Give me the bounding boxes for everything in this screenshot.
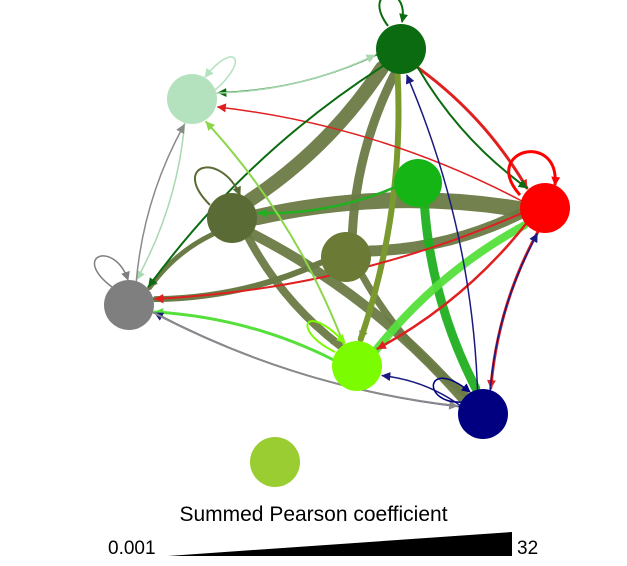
edge-olive-to-dark_green: [347, 70, 399, 238]
node-olive_dark: [207, 193, 257, 243]
edge-lime-to-red: [372, 221, 529, 354]
legend-weight-wedge: [168, 532, 512, 556]
node-layer: [104, 24, 570, 487]
edge-mid_green-to-navy: [420, 201, 481, 393]
edge-dark_green-to-gray: [147, 65, 384, 288]
edge-gray-to-navy: [151, 311, 459, 410]
edge-dark_green-to-lime: [357, 70, 402, 343]
self-loop-pale_green: [204, 56, 236, 91]
edge-mid_green-to-olive_dark: [257, 186, 396, 218]
edge-gray-to-pale_green: [135, 124, 185, 282]
edge-lime-to-gray: [153, 307, 335, 362]
node-pale_green: [167, 74, 217, 124]
edge-layer: [135, 54, 540, 410]
legend-max-label: 32: [517, 538, 539, 559]
edge-olive_dark-to-dark_green: [242, 61, 389, 208]
node-dark_green: [376, 24, 426, 74]
self-loop-red: [507, 150, 561, 196]
legend-min-label: 0.001: [108, 538, 156, 559]
edge-olive_dark-to-red: [248, 192, 527, 226]
edge-pale_green-to-gray: [136, 122, 186, 280]
self-loop-olive_dark: [194, 166, 241, 206]
edge-olive_dark-to-gray: [147, 231, 216, 291]
legend-title: Summed Pearson coefficient: [179, 503, 448, 526]
node-navy: [458, 389, 508, 439]
node-yellow_green: [250, 437, 300, 487]
self-loop-layer: [93, 0, 561, 403]
edge-red-to-pale_green: [216, 103, 522, 202]
edge-olive-to-gray: [152, 259, 325, 304]
node-lime: [332, 341, 382, 391]
node-gray: [104, 280, 154, 330]
edge-navy-to-dark_green: [405, 74, 479, 391]
node-olive: [321, 232, 371, 282]
self-loop-gray: [93, 255, 130, 288]
edge-lime-to-pale_green: [205, 120, 345, 346]
edge-olive_dark-to-lime: [244, 233, 344, 350]
edge-olive-to-navy: [358, 272, 469, 398]
node-red: [520, 183, 570, 233]
edge-navy-to-lime: [381, 372, 461, 406]
self-loop-dark_green: [378, 0, 408, 27]
self-loop-lime: [306, 320, 346, 353]
self-loop-navy: [432, 377, 471, 403]
edge-pale_green-to-dark_green: [215, 54, 376, 94]
edge-dark_green-to-red: [416, 66, 528, 189]
edge-red-to-lime: [376, 222, 528, 350]
edge-navy-to-red: [489, 233, 538, 391]
node-mid_green: [394, 159, 442, 207]
edge-dark_green-to-red: [416, 66, 529, 190]
